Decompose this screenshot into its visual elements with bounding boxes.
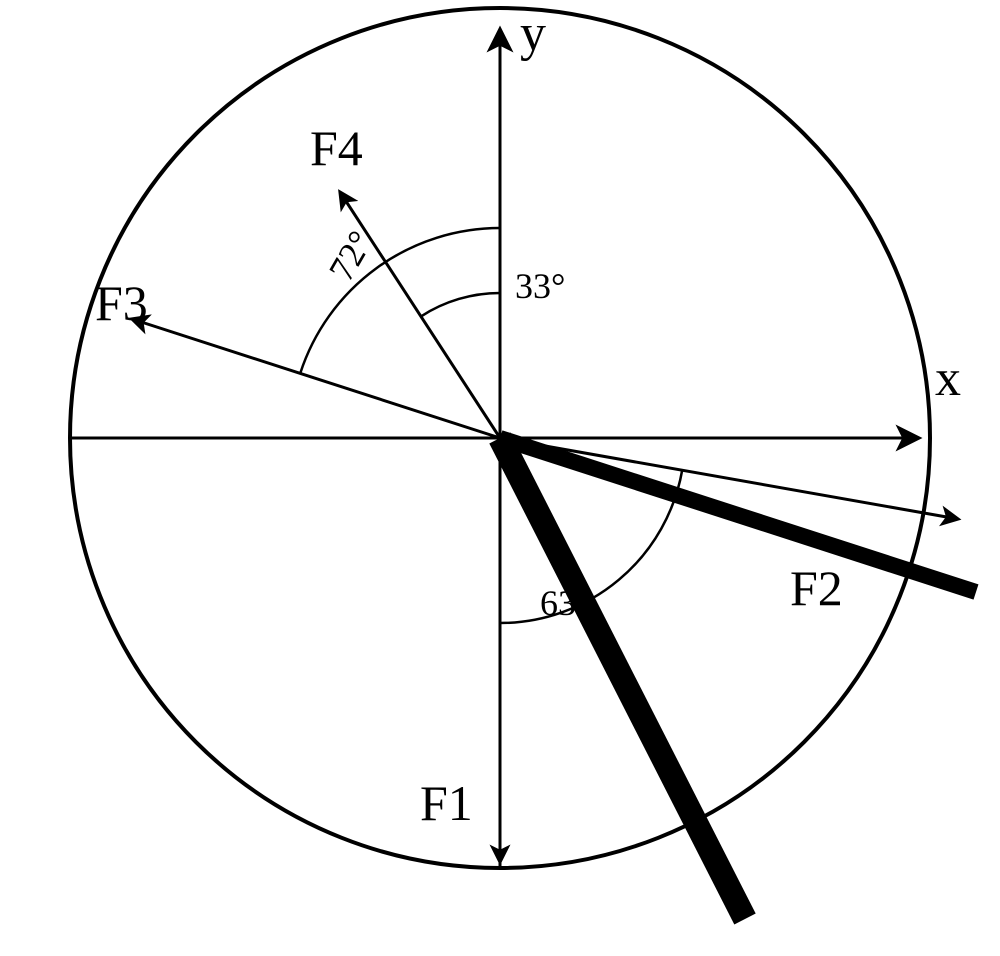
vector-f2-label: F2 <box>790 560 843 616</box>
y-axis-label: y <box>520 5 546 62</box>
vector-f1-label: F1 <box>420 775 473 831</box>
angle-label-33: 33° <box>515 266 565 306</box>
angle-label-63: 63° <box>540 583 590 623</box>
angle-arc-33 <box>421 293 500 316</box>
vector-f3-label: F3 <box>95 275 148 331</box>
angle-label-72: 72° <box>321 224 381 288</box>
vector-diagram: x y F1 F2 F3 F4 33° 72° 63° <box>0 0 1000 956</box>
vector-f4-label: F4 <box>310 120 363 176</box>
x-axis-label: x <box>935 350 961 407</box>
